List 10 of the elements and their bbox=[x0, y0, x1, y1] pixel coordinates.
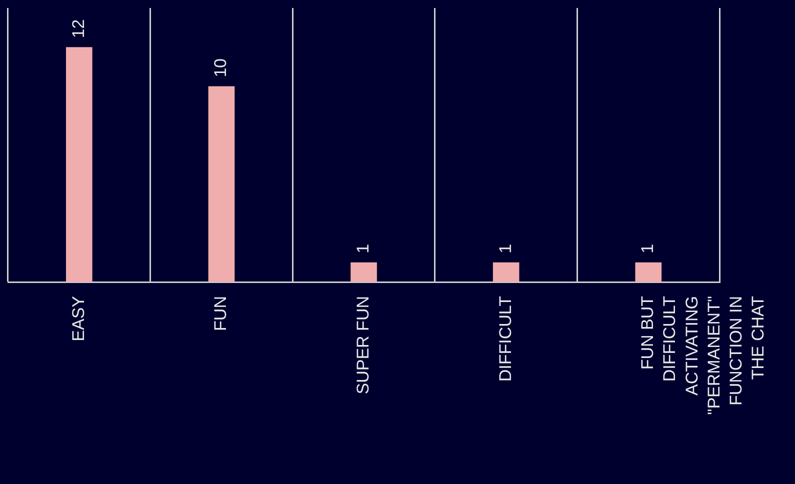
data-label: 1 bbox=[496, 244, 515, 254]
x-tick-label: DIFFICULT bbox=[496, 296, 515, 382]
data-label: 10 bbox=[211, 58, 230, 78]
x-tick-label: SUPER FUN bbox=[353, 296, 372, 394]
data-label: 1 bbox=[638, 244, 658, 254]
x-tick-label: FUN BUT DIFFICULT ACTIVATING "PERMANENT" FUNCTION IN THE CHAT bbox=[638, 296, 768, 415]
x-tick-label: FUN bbox=[211, 296, 230, 331]
data-label: 12 bbox=[68, 19, 88, 38]
x-tick-label: EASY bbox=[68, 296, 88, 342]
data-label: 1 bbox=[353, 244, 372, 254]
